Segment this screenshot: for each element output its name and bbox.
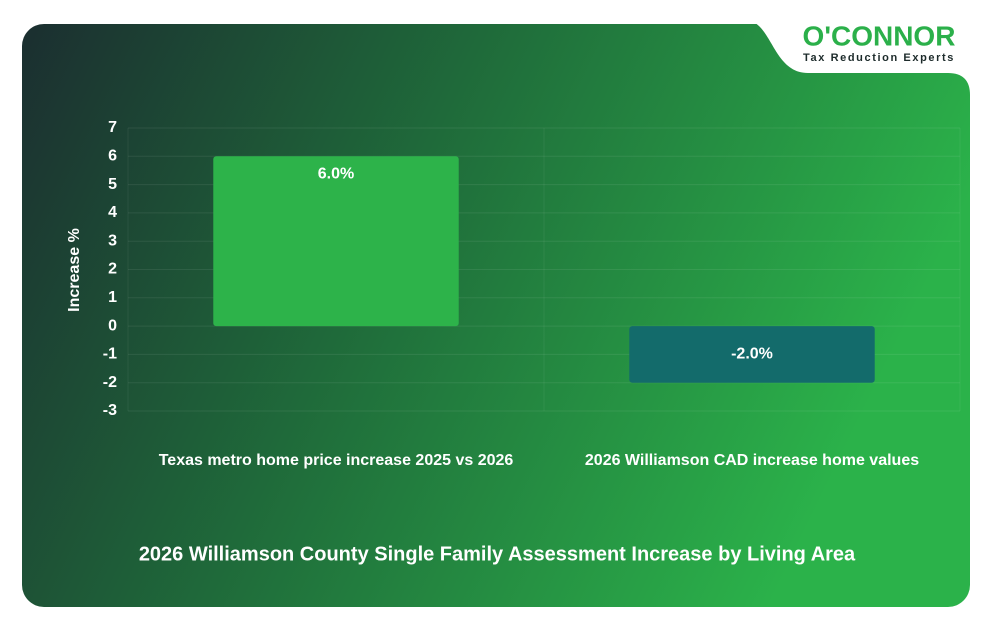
y-tick-label: 4 <box>108 204 117 221</box>
x-tick-label: 2026 Williamson CAD increase home values <box>585 452 919 469</box>
y-tick-label: 5 <box>108 176 117 193</box>
card <box>22 24 970 607</box>
y-tick-label: 2 <box>108 261 117 278</box>
y-tick-label: 3 <box>108 232 117 249</box>
chart-title: 2026 Williamson County Single Family Ass… <box>139 543 856 565</box>
y-tick-label: 7 <box>108 119 117 136</box>
bar <box>213 156 459 327</box>
bar <box>629 326 875 383</box>
y-tick-label: 6 <box>108 148 117 165</box>
logo-notch <box>745 20 976 95</box>
logo-name: O'CONNOR <box>803 20 956 51</box>
y-tick-label: -2 <box>103 374 117 391</box>
logo-tagline: Tax Reduction Experts <box>803 52 955 64</box>
value-label: -2.0% <box>731 346 773 363</box>
value-label: 6.0% <box>318 166 354 183</box>
y-tick-label: 1 <box>108 289 117 306</box>
y-tick-label: 0 <box>108 317 117 334</box>
y-axis-label: Increase % <box>66 228 83 312</box>
y-tick-label: -3 <box>103 402 117 419</box>
y-tick-label: -1 <box>103 346 117 363</box>
x-tick-label: Texas metro home price increase 2025 vs … <box>159 452 514 469</box>
